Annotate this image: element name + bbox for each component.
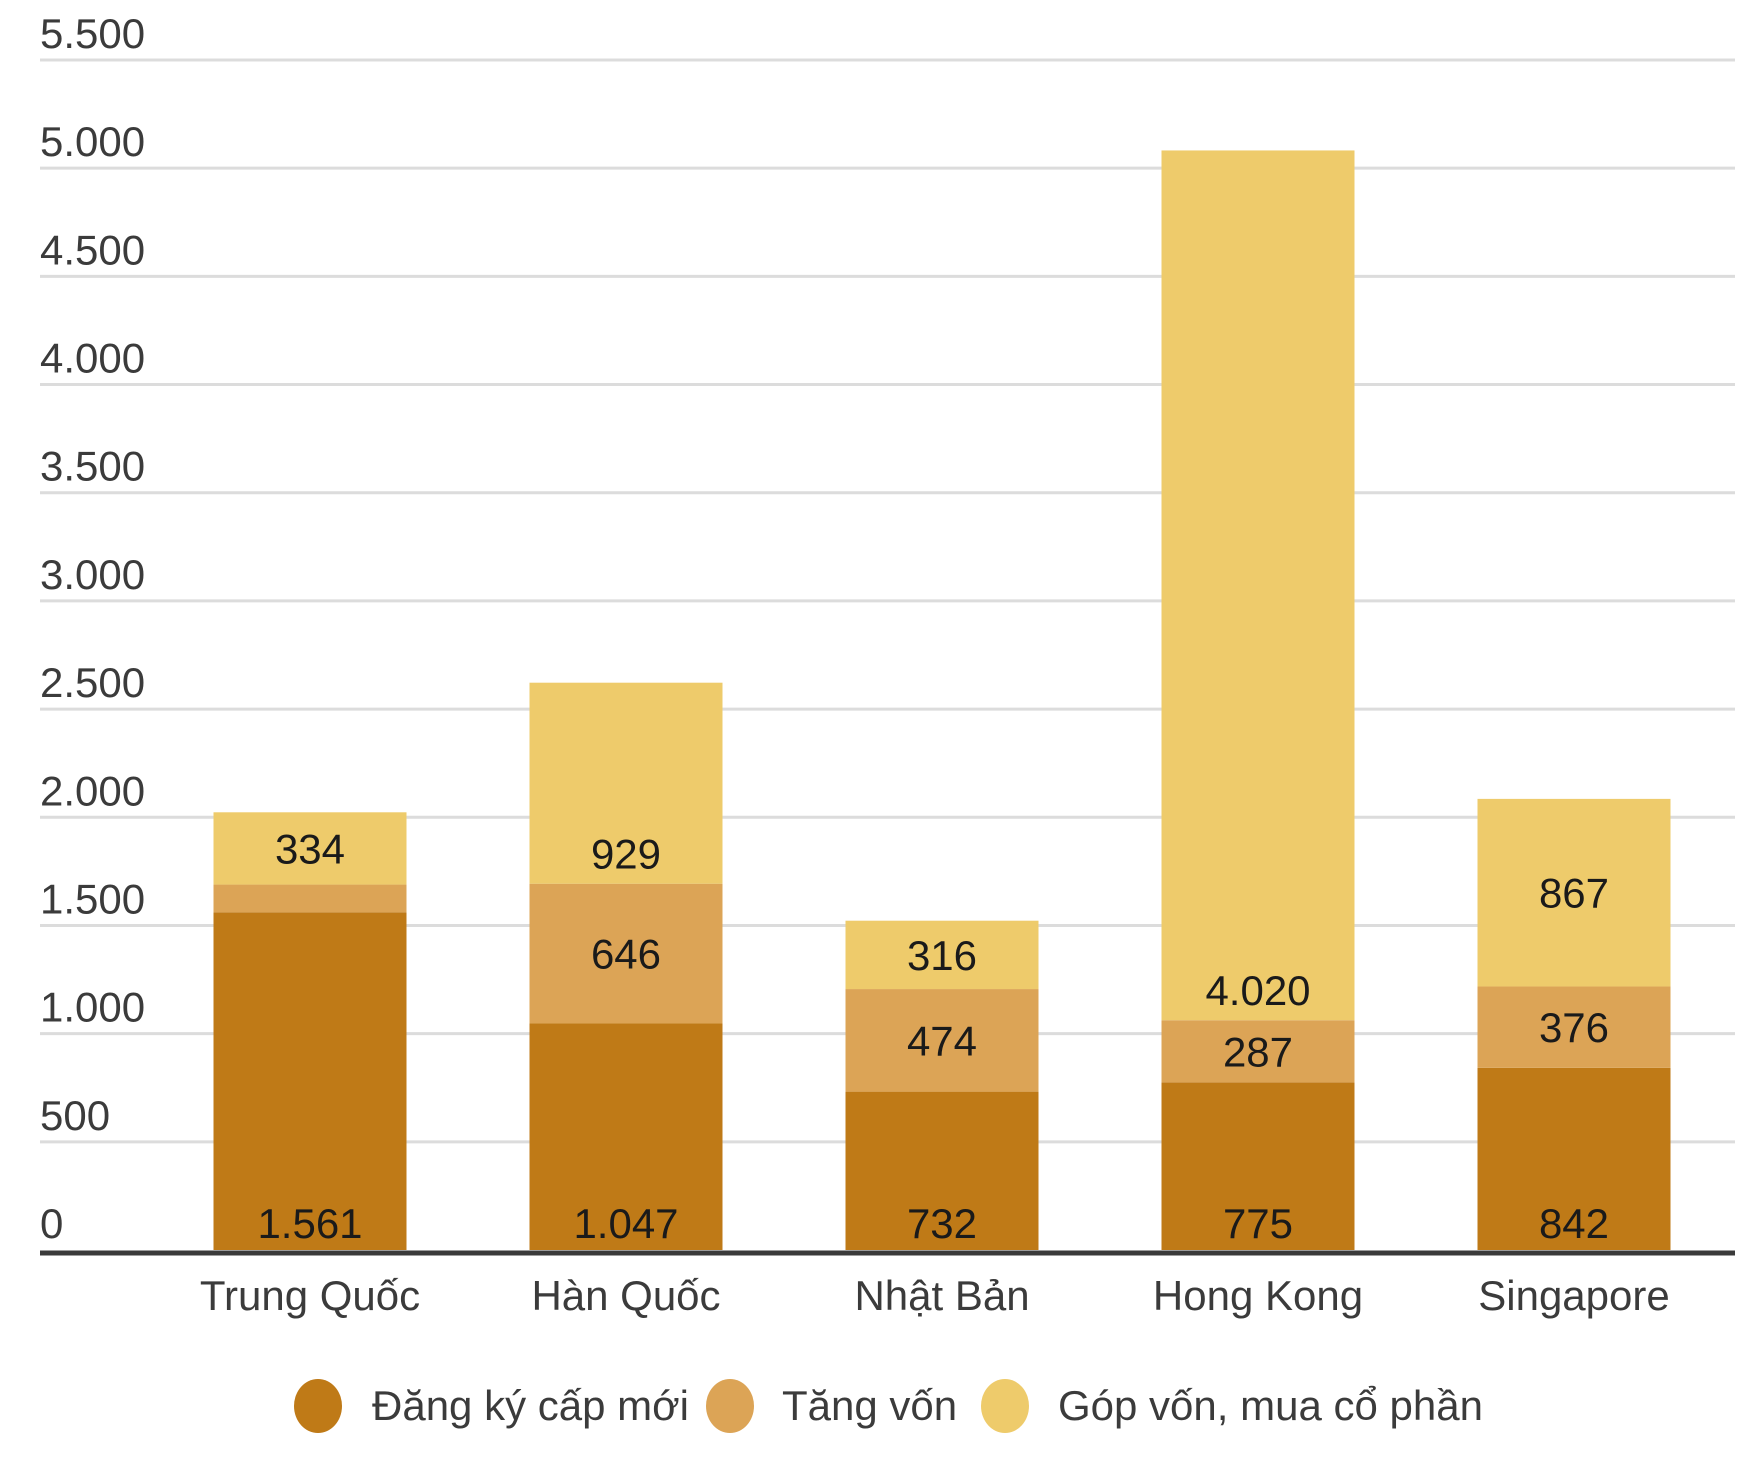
bars xyxy=(213,150,1671,1250)
data-label: 646 xyxy=(591,931,661,978)
y-tick-label: 4.500 xyxy=(40,226,145,273)
y-tick-label: 2.000 xyxy=(40,767,145,814)
x-tick-label: Hong Kong xyxy=(1153,1272,1363,1319)
data-label: 287 xyxy=(1223,1028,1293,1075)
bar-segment xyxy=(1161,1020,1355,1083)
y-tick-label: 5.000 xyxy=(40,118,145,165)
y-tick-label: 2.500 xyxy=(40,659,145,706)
data-label: 929 xyxy=(591,831,661,878)
data-label: 1.561 xyxy=(257,1200,362,1247)
data-label: 474 xyxy=(907,1017,977,1064)
bar-segment xyxy=(529,883,723,1024)
x-tick-label: Trung Quốc xyxy=(200,1272,420,1319)
bar-segment xyxy=(529,1023,723,1250)
y-tick-label: 3.500 xyxy=(40,443,145,490)
bar-segment xyxy=(845,1091,1039,1250)
data-label: 334 xyxy=(275,825,345,872)
bar-segment xyxy=(1477,798,1671,987)
y-tick-label: 1.000 xyxy=(40,984,145,1031)
bar-segment xyxy=(213,912,407,1250)
data-label: 775 xyxy=(1223,1200,1293,1247)
y-tick-label: 0 xyxy=(40,1200,63,1247)
data-label: 1.047 xyxy=(573,1200,678,1247)
x-tick-label: Nhật Bản xyxy=(854,1272,1029,1319)
data-label: 732 xyxy=(907,1200,977,1247)
y-tick-label: 3.000 xyxy=(40,551,145,598)
y-tick-label: 5.500 xyxy=(40,10,145,57)
data-label: 867 xyxy=(1539,870,1609,917)
legend-swatch xyxy=(294,1379,342,1433)
legend-label: Đăng ký cấp mới xyxy=(372,1382,689,1429)
x-axis-ticks: Trung Quốc Hàn Quốc Nhật Bản Hong Kong Singa… xyxy=(200,1272,1670,1319)
legend-swatch xyxy=(981,1379,1029,1433)
x-tick-label: Hàn Quốc xyxy=(531,1272,720,1319)
bar-segment xyxy=(845,989,1039,1092)
legend: Đăng ký cấp mới Tăng vốn Góp vốn, mua cổ p… xyxy=(294,1379,1483,1433)
legend-swatch xyxy=(706,1379,754,1433)
data-label: 316 xyxy=(907,932,977,979)
bar-segment xyxy=(1161,1082,1355,1250)
x-tick-label: Singapore xyxy=(1478,1272,1669,1319)
bar-segment xyxy=(213,884,407,913)
bar-segment xyxy=(1477,986,1671,1068)
y-tick-label: 500 xyxy=(40,1092,110,1139)
data-label: 4.020 xyxy=(1205,967,1310,1014)
bar-segment xyxy=(1161,150,1355,1021)
data-labels: 1.561 334 1.047 646 929 732 474 316 775 287 4.020 8… xyxy=(257,825,1609,1247)
bar-segment xyxy=(1477,1067,1671,1250)
y-tick-label: 4.000 xyxy=(40,335,145,382)
bar-segment xyxy=(529,682,723,884)
y-tick-label: 1.500 xyxy=(40,875,145,922)
bar-segment xyxy=(845,920,1039,990)
data-label: 842 xyxy=(1539,1200,1609,1247)
y-axis-ticks: 0 500 1.000 1.500 2.000 2.500 3.000 3.500 4.000 4… xyxy=(40,10,145,1247)
legend-label: Góp vốn, mua cổ phần xyxy=(1058,1382,1483,1429)
data-label: 376 xyxy=(1539,1004,1609,1051)
bar-segment xyxy=(213,812,407,885)
legend-label: Tăng vốn xyxy=(782,1382,957,1429)
